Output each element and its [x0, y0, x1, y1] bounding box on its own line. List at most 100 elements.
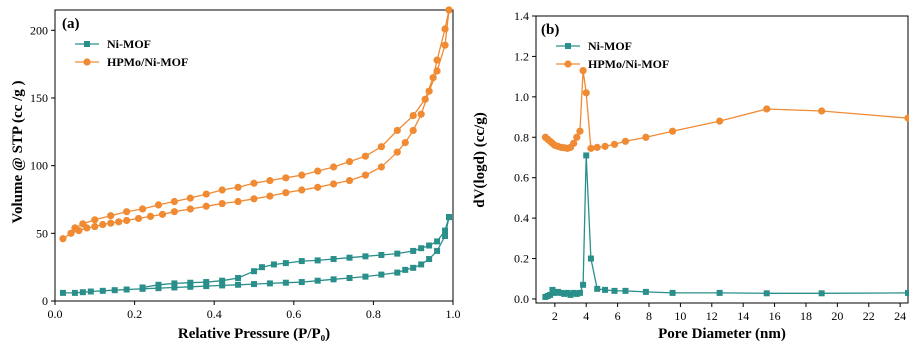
b-ni-mof-point: [567, 291, 574, 298]
a-ni-mof-point: [111, 287, 118, 294]
a-hpmo-ni-mof-point: [282, 189, 290, 197]
a-hpmo-ni-mof-point: [202, 202, 210, 210]
b-x-tick-label: 14: [737, 309, 749, 323]
panel-b-pore-distribution-chart: (b) Pore Diameter (nm) dV(logd) (cc/g) 2…: [472, 9, 909, 342]
a-hpmo-ni-mof-point: [266, 192, 274, 200]
b-hpmo-ni-mof-point: [610, 140, 619, 148]
a-ni-mof-point: [155, 281, 162, 288]
a-ni-mof-point: [446, 214, 453, 221]
a-hpmo-ni-mof-point: [314, 167, 322, 175]
a-hpmo-ni-mof-point: [170, 197, 178, 206]
a-hpmo-ni-mof-point: [170, 208, 178, 216]
a-ni-mof-point: [71, 289, 78, 296]
a-hpmo-ni-mof-point: [218, 199, 226, 208]
a-y-tick-label: 50: [36, 226, 48, 240]
a-hpmo-ni-mof-point: [345, 157, 354, 166]
b-hpmo-ni-mof-point: [570, 139, 578, 147]
a-hpmo-ni-mof-point: [393, 148, 401, 156]
a-hpmo-ni-mof-point: [107, 212, 115, 220]
b-ni-mof-point: [558, 289, 565, 296]
a-ni-mof-point: [314, 277, 321, 284]
a-hpmo-ni-mof-point: [393, 126, 401, 135]
b-hpmo-ni-mof-point: [763, 105, 771, 113]
b-y-tick-label: 1.4: [514, 9, 529, 23]
a-hpmo-ni-mof-point: [67, 229, 75, 237]
b-ni-mof-point: [583, 152, 590, 159]
a-ni-mof-point: [282, 279, 289, 286]
a-ni-mof-point: [282, 260, 289, 267]
a-ni-mof-point: [314, 257, 321, 264]
a-legend-label: HPMo/Ni-MOF: [107, 55, 188, 69]
panel-b-ticks: 2 4 6 8 10 12 14 16 18 20 22 240.00.20.40.60.81.01.…: [514, 9, 906, 323]
a-ni-mof-point: [79, 289, 86, 296]
a-hpmo-ni-mof-point: [154, 201, 163, 209]
panel-b-legend: Ni-MOF HPMo/Ni-MOF: [556, 39, 669, 71]
b-x-tick-label: 16: [769, 309, 781, 323]
b-hpmo-ni-mof-point: [621, 137, 630, 145]
a-x-tick-label: 0.2: [127, 307, 142, 321]
a-ni-mof-point: [298, 279, 305, 286]
b-ni-mof-point: [602, 286, 609, 293]
a-ni-mof-point: [171, 284, 178, 291]
a-ni-mof-point: [203, 279, 210, 286]
b-x-tick-label: 2: [552, 309, 558, 323]
panel-a-isotherm-chart: (a) Relative Pressure (P/P₀) Volume @ ST…: [10, 6, 461, 342]
b-y-tick-label: 0.4: [514, 211, 529, 225]
a-hpmo-ni-mof-point: [282, 174, 290, 182]
panel-a-series: [59, 6, 453, 296]
b-hpmo-ni-mof-point: [573, 133, 581, 141]
a-hpmo-ni-mof-point: [123, 208, 131, 216]
a-ni-mof-point: [434, 247, 441, 254]
panel-a-x-axis-label: Relative Pressure (P/P₀): [178, 326, 330, 342]
a-ni-mof-point: [87, 288, 94, 295]
a-hpmo-ni-mof-point: [266, 176, 274, 185]
a-ni-mof-point: [394, 250, 401, 257]
b-ni-mof-point: [716, 289, 723, 296]
b-ni-mof-point: [594, 285, 601, 292]
a-hpmo-ni-mof-point: [401, 139, 409, 147]
a-ni-mof-point: [298, 258, 305, 265]
a-hpmo-ni-mof-point: [330, 163, 338, 171]
a-hpmo-ni-mof-point: [234, 183, 242, 191]
a-ni-mof-point: [426, 242, 433, 249]
a-x-tick-label: 1.0: [446, 307, 461, 321]
b-x-tick-label: 4: [583, 309, 589, 323]
b-y-tick-label: 0.6: [514, 171, 529, 185]
b-ni-mof-point: [561, 290, 568, 297]
a-legend-label: Ni-MOF: [107, 37, 151, 51]
b-ni-mof-point: [547, 291, 554, 298]
a-hpmo-ni-mof-point: [91, 216, 99, 224]
a-hpmo-ni-mof-point: [298, 186, 306, 194]
a-ni-mof-point: [251, 281, 257, 288]
b-ni-mof-point: [905, 289, 909, 296]
a-hpmo-ni-mof-point: [314, 183, 322, 191]
panel-b-x-axis-label: Pore Diameter (nm): [658, 326, 786, 342]
b-hpmo-ni-mof-point: [601, 142, 609, 150]
a-ni-mof-point: [59, 289, 66, 296]
panel-b-y-axis-label: dV(logd) (cc/g): [472, 112, 488, 207]
a-hpmo-ni-mof-point: [79, 220, 87, 228]
b-hpmo-ni-mof-point: [668, 127, 677, 135]
a-hpmo-ni-mof-point: [445, 6, 453, 14]
a-x-tick-label: 0.6: [286, 307, 301, 321]
b-hpmo-ni-mof-point: [593, 143, 601, 151]
a-y-tick-label: 150: [30, 91, 48, 105]
b-ni-mof-point: [611, 287, 618, 294]
b-x-tick-label: 10: [674, 309, 686, 323]
a-hpmo-ni-mof-point: [345, 176, 354, 185]
a-hpmo-ni-mof-point: [186, 194, 194, 202]
a-hpmo-ni-mof-point: [134, 214, 143, 223]
a-y-tick-label: 100: [30, 159, 48, 173]
a-ni-mof-point: [426, 256, 433, 263]
b-ni-mof-point: [551, 289, 558, 296]
b-legend-label: Ni-MOF: [588, 39, 632, 53]
a-ni-mof-point: [362, 253, 369, 260]
a-hpmo-ni-mof-point: [421, 95, 429, 103]
b-y-tick-label: 0.0: [514, 292, 529, 306]
a-ni-mof-point: [330, 276, 337, 283]
a-ni-mof-point: [330, 256, 337, 263]
a-x-tick-label: 0.4: [207, 307, 222, 321]
panel-a-ticks: 0.0 0.2 0.4 0.6 0.8 1.0 0 50 100 150 200: [30, 23, 461, 321]
a-ni-mof-point: [402, 266, 409, 273]
a-ni-mof-point: [219, 282, 226, 289]
